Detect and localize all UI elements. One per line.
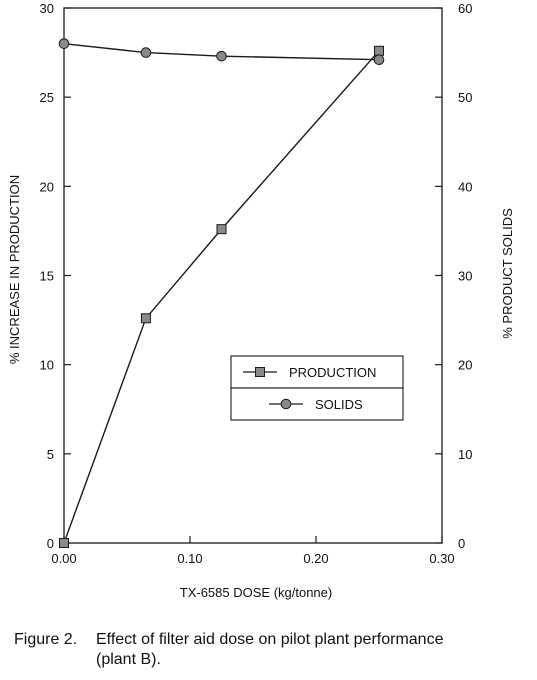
data-point-solids [373, 54, 385, 66]
caption-line2: (plant B). [96, 651, 161, 668]
y-left-tick-label: 25 [40, 90, 54, 105]
axes: 0.00 0.10 0.20 0.30 0 5 10 15 20 25 30 0 10 20 30 40 50 6… [7, 1, 515, 600]
data-point-production [59, 538, 69, 548]
data-point-solids [58, 38, 70, 49]
legend-marker-production [255, 367, 265, 377]
legend-label-production: PRODUCTION [289, 365, 376, 380]
y-right-axis-title: % PRODUCT SOLIDS [500, 208, 515, 339]
data-point-production [216, 224, 227, 235]
x-tick-label: 0.10 [177, 551, 202, 566]
x-tick-label: 0.30 [429, 551, 454, 566]
figure-caption: Figure 2. Effect of filter aid dose on pi… [14, 630, 534, 670]
y-right-tick-label: 30 [458, 269, 472, 284]
caption-label: Figure 2. [14, 631, 78, 648]
plot-frame [63, 7, 443, 544]
y-left-tick-label: 10 [40, 358, 54, 373]
data-point-production [374, 45, 384, 56]
y-right-tick-label: 50 [458, 90, 472, 105]
series-layer [58, 38, 385, 548]
x-tick-label: 0.20 [303, 551, 328, 566]
series-line-production [63, 50, 380, 544]
legend-entry-solids [230, 387, 404, 421]
y-right-tick-label: 10 [458, 447, 472, 462]
y-left-tick-label: 0 [47, 536, 54, 551]
y-left-tick-label: 30 [40, 1, 54, 16]
chart: 0.00 0.10 0.20 0.30 0 5 10 15 20 25 30 0 10 20 30 40 50 6… [7, 1, 515, 600]
y-right-tick-label: 60 [458, 1, 472, 16]
data-point-solids [216, 50, 227, 62]
y-left-axis-title: % INCREASE IN PRODUCTION [7, 175, 22, 364]
series-production [59, 45, 384, 548]
legend-marker-solids [280, 398, 292, 410]
series-line-solids [63, 42, 380, 61]
x-tick-label: 0.00 [51, 551, 76, 566]
y-left-tick-label: 5 [47, 447, 54, 462]
legend-label-solids: SOLIDS [315, 397, 363, 412]
legend: PRODUCTION SOLIDS [230, 355, 404, 421]
y-right-tick-label: 40 [458, 179, 472, 194]
y-left-tick-label: 15 [40, 269, 54, 284]
y-left-tick-label: 20 [40, 179, 54, 194]
series-solids [58, 38, 385, 66]
data-point-solids [140, 47, 152, 58]
x-axis-title: TX-6585 DOSE (kg/tonne) [180, 585, 332, 600]
y-right-tick-label: 0 [458, 536, 465, 551]
caption-line1: Effect of filter aid dose on pilot plant… [96, 631, 444, 648]
y-right-tick-label: 20 [458, 358, 472, 373]
data-point-production [140, 313, 151, 324]
